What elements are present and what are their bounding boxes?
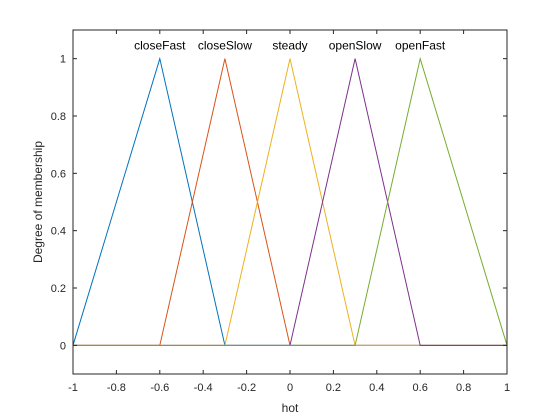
y-tick-label: 1: [60, 54, 66, 66]
x-tick-label: -0.6: [150, 382, 169, 394]
x-tick-label: 1: [504, 382, 510, 394]
x-tick-label: -1: [68, 382, 78, 394]
x-tick-label: 0.2: [326, 382, 341, 394]
x-tick-label: 0: [287, 382, 293, 394]
mf-label-closeSlow: closeSlow: [198, 39, 252, 53]
plot-area: [73, 30, 507, 374]
x-tick-label: 0.4: [369, 382, 384, 394]
y-axis-label: Degree of membership: [31, 141, 45, 263]
mf-label-openSlow: openSlow: [329, 39, 382, 53]
mf-label-openFast: openFast: [395, 39, 446, 53]
x-tick-label: 0.8: [456, 382, 471, 394]
y-tick-label: 0: [60, 340, 66, 352]
mf-label-closeFast: closeFast: [134, 39, 186, 53]
mf-label-steady: steady: [272, 39, 307, 53]
series-layer: [72, 56, 508, 346]
x-tick-label: -0.8: [107, 382, 126, 394]
x-tick-label: 0.6: [413, 382, 428, 394]
y-tick-label: 0.6: [51, 168, 66, 180]
y-tick-label: 0.8: [51, 111, 66, 123]
y-tick-label: 0.2: [51, 283, 66, 295]
x-axis-label: hot: [282, 401, 299, 415]
series-line-openFast: [73, 56, 508, 346]
x-tick-label: -0.4: [194, 382, 213, 394]
ticks-layer: -1 -0.8 -0.6 -0.4 -0.2 0 0.2 0.4 0.6 0.8 1 0 0.2 0.4 0…: [51, 30, 510, 394]
x-tick-label: -0.2: [237, 382, 256, 394]
mf-labels-layer: closeFast closeSlow steady openSlow openFast: [134, 39, 446, 53]
y-tick-label: 0.4: [51, 226, 66, 238]
